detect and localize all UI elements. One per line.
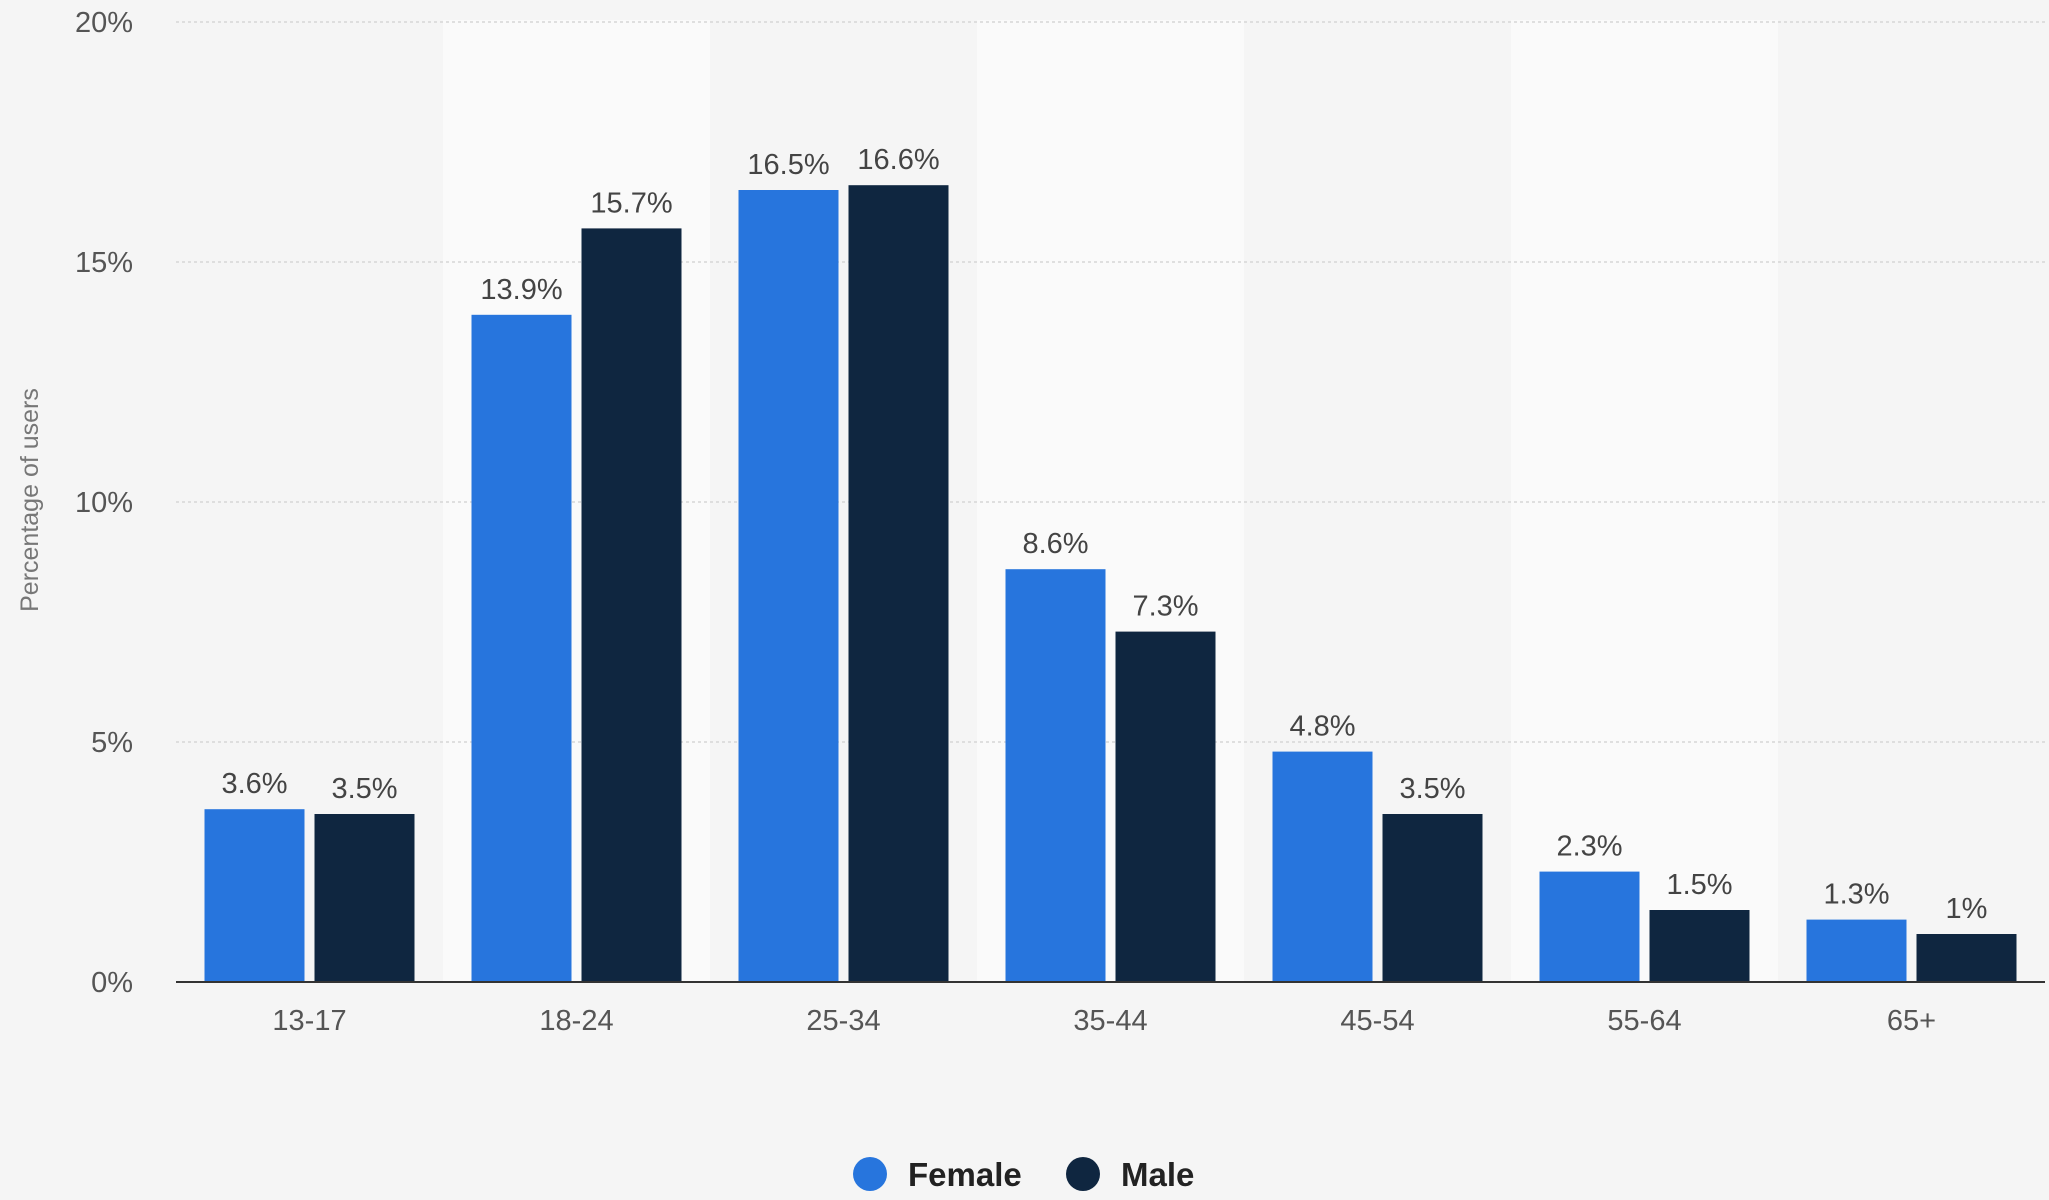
x-tick-label: 55-64 [1607,1005,1681,1037]
bar-female-65+ [1806,919,1907,982]
data-label: 1.3% [1823,879,1889,911]
y-tick-label: 5% [91,727,133,759]
data-label: 3.6% [221,768,287,800]
y-axis-ticks: 0% 5% 10% 15% 20% [75,7,133,999]
data-label: 16.5% [747,149,829,181]
data-label: 1.5% [1666,869,1732,901]
bar-female-35-44 [1005,569,1106,982]
data-label: 4.8% [1289,711,1355,743]
x-tick-label: 18-24 [539,1005,613,1037]
data-label: 15.7% [590,187,672,219]
bar-male-13-17 [314,814,415,982]
bar-female-13-17 [204,809,305,982]
data-label: 2.3% [1556,831,1622,863]
bar-male-65+ [1916,934,2017,982]
legend-marker-female [853,1157,887,1191]
bar-male-18-24 [581,228,682,982]
legend-marker-male [1066,1157,1100,1191]
data-label: 7.3% [1132,591,1198,623]
legend: Female Male [853,1156,1194,1193]
legend-label-male: Male [1121,1156,1194,1193]
bar-male-45-54 [1382,814,1483,982]
bar-male-55-64 [1649,910,1750,982]
x-tick-label: 65+ [1887,1005,1936,1037]
data-label: 3.5% [1399,773,1465,805]
category-bands [443,20,1778,982]
bar-female-25-34 [738,190,839,982]
y-tick-label: 20% [75,7,133,39]
data-label: 3.5% [331,773,397,805]
bar-female-55-64 [1539,871,1640,982]
legend-label-female: Female [908,1156,1022,1193]
bars [204,185,2017,982]
bar-male-35-44 [1115,631,1216,982]
x-tick-label: 35-44 [1073,1005,1147,1037]
x-tick-label: 13-17 [272,1005,346,1037]
data-label: 13.9% [480,274,562,306]
x-tick-label: 45-54 [1340,1005,1414,1037]
y-tick-label: 10% [75,487,133,519]
bar-male-25-34 [848,185,949,982]
x-tick-label: 25-34 [806,1005,880,1037]
y-tick-label: 15% [75,247,133,279]
category-band [1511,20,1778,982]
y-axis-title: Percentage of users [16,388,44,612]
data-label: 8.6% [1022,528,1088,560]
bar-female-45-54 [1272,751,1373,982]
x-axis-ticks: 13-17 18-24 25-34 35-44 45-54 55-64 65+ [272,1005,1936,1037]
data-label: 16.6% [857,144,939,176]
data-label: 1% [1946,893,1988,925]
bar-female-18-24 [471,314,572,982]
y-tick-label: 0% [91,967,133,999]
data-labels: 3.6% 3.5% 13.9% 15.7% 16.5% 16.6% 8.6% 7.3% 4.8%… [221,144,1987,925]
